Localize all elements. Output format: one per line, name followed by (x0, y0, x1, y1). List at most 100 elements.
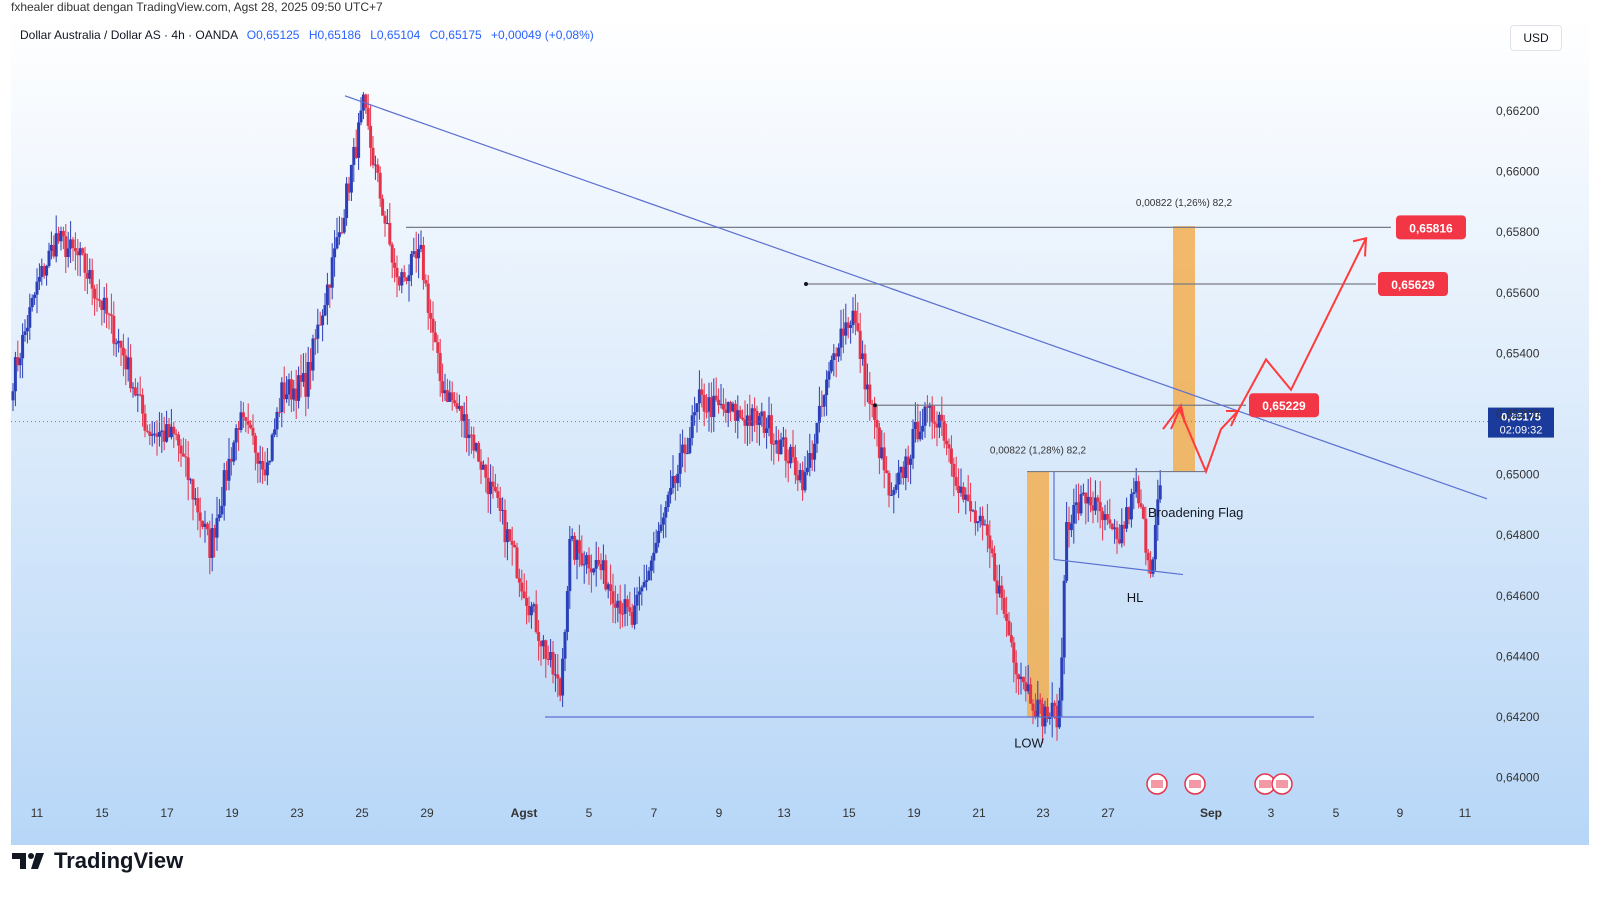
candle-body (681, 444, 685, 454)
candle-body (508, 529, 512, 541)
candle-body (777, 440, 781, 455)
candle-body (541, 640, 545, 647)
candle-body (786, 460, 790, 464)
candle-body (292, 388, 296, 400)
candle-body (467, 434, 471, 439)
candle-body (285, 394, 289, 400)
candle-body (1069, 523, 1073, 531)
y-tick-label: 0,65600 (1496, 286, 1540, 300)
candle-body (563, 632, 567, 659)
candle-body (333, 248, 337, 258)
candle-body (561, 658, 565, 696)
current-price-label: 0,65175 (1501, 412, 1541, 424)
candle-body (1086, 496, 1090, 504)
candle-body (253, 435, 257, 453)
candle-body (673, 476, 677, 484)
candle-body (417, 249, 421, 259)
candle-body (69, 239, 73, 249)
candle-body (64, 236, 68, 258)
candle-body (93, 288, 97, 299)
candle-body (1120, 524, 1124, 544)
candle-body (815, 422, 819, 444)
candle-body (30, 297, 34, 308)
candle-body (911, 429, 915, 459)
candle-body (371, 147, 375, 166)
level-price-label: 0,65629 (1391, 278, 1435, 292)
candle-body (1115, 527, 1119, 540)
candle-body (611, 591, 615, 604)
candle-body (1125, 507, 1129, 529)
chart-area[interactable]: 0,65816 0,65629 0,65229 0,65175 02:09:32 0,00… (11, 17, 1589, 845)
candle-body (1074, 502, 1078, 506)
candle-body (1067, 522, 1071, 531)
candle-body (246, 420, 250, 425)
candle-body (875, 419, 879, 428)
candle-body (505, 529, 509, 543)
candle-body (709, 397, 713, 418)
candle-body (1026, 684, 1030, 692)
level-price-label: 0,65229 (1262, 399, 1306, 413)
candle-body (261, 461, 265, 470)
candle-body (832, 353, 836, 361)
candle-body (1060, 657, 1064, 701)
candle-body (1093, 497, 1097, 511)
candle-body (925, 406, 929, 408)
candle-body (321, 315, 325, 326)
candle-body (121, 347, 125, 356)
candle-body (565, 591, 569, 633)
candle-body (100, 300, 104, 310)
candle-body (225, 470, 229, 481)
candle-body (633, 605, 637, 625)
candle-body (961, 486, 965, 500)
candle-body (731, 403, 735, 412)
candle-body (1134, 481, 1138, 493)
candle-body (328, 284, 332, 288)
candle-body (438, 352, 442, 382)
candle-body (613, 603, 617, 608)
candle-body (186, 457, 190, 481)
candle-body (1065, 522, 1069, 581)
x-tick-label: 15 (842, 806, 856, 820)
x-tick-label: 23 (290, 806, 304, 820)
candle-body (105, 297, 109, 314)
candle-body (1139, 503, 1143, 507)
tradingview-logo[interactable]: TradingView (12, 848, 183, 874)
candle-body (546, 658, 550, 660)
candle-body (887, 473, 891, 496)
candle-body (354, 146, 358, 158)
candle-body (345, 183, 349, 218)
currency-button[interactable]: USD (1510, 25, 1562, 51)
candle-body (1122, 524, 1126, 529)
candle-body (609, 584, 613, 592)
candle-body (198, 512, 202, 521)
candle-body (114, 343, 118, 345)
candle-body (513, 544, 517, 548)
candle-body (184, 456, 188, 458)
candle-body (395, 267, 399, 278)
x-tick-label: 19 (225, 806, 239, 820)
candle-body (23, 331, 27, 336)
candle-body (174, 433, 178, 435)
candle-body (443, 390, 447, 394)
candle-body (193, 498, 197, 500)
candle-body (16, 357, 20, 366)
candle-body (59, 230, 63, 242)
candle-body (1048, 716, 1052, 719)
candle-body (234, 428, 238, 443)
candle-body (834, 353, 838, 357)
candle-body (585, 555, 589, 565)
candle-body (877, 427, 881, 459)
candle-body (414, 251, 418, 259)
candle-body (1072, 505, 1076, 524)
candle-body (971, 510, 975, 512)
candle-body (340, 232, 344, 234)
candle-body (637, 591, 641, 595)
candle-body (918, 431, 922, 440)
candle-body (1108, 519, 1112, 524)
candle-body (11, 391, 15, 401)
candle-body (947, 444, 951, 449)
candle-body (966, 494, 970, 502)
candle-body (940, 414, 944, 421)
y-tick-label: 0,66000 (1496, 165, 1540, 179)
